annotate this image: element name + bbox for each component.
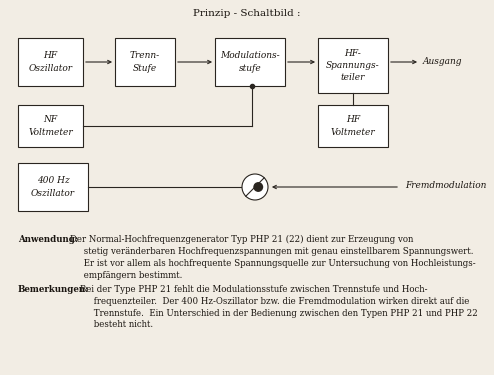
- Text: 400 Hz
Oszillator: 400 Hz Oszillator: [31, 176, 75, 198]
- Text: Anwendung:: Anwendung:: [18, 235, 78, 244]
- Text: HF
Voltmeter: HF Voltmeter: [330, 115, 375, 137]
- Bar: [318, 38, 388, 93]
- Bar: [18, 38, 83, 86]
- Text: Bemerkungen:: Bemerkungen:: [18, 285, 89, 294]
- Text: Trenn-
Stufe: Trenn- Stufe: [130, 51, 160, 73]
- Text: Modulations-
stufe: Modulations- stufe: [220, 51, 280, 73]
- Circle shape: [242, 174, 268, 200]
- Bar: [18, 163, 88, 211]
- Text: HF
Oszillator: HF Oszillator: [29, 51, 73, 73]
- Text: NF
Voltmeter: NF Voltmeter: [28, 115, 73, 137]
- Bar: [318, 105, 388, 147]
- Bar: [18, 105, 83, 147]
- Circle shape: [253, 182, 263, 192]
- Bar: [115, 38, 175, 86]
- Text: Fremdmodulation: Fremdmodulation: [405, 182, 487, 190]
- Text: Prinzip - Schaltbild :: Prinzip - Schaltbild :: [193, 9, 301, 18]
- Text: Der Normal-Hochfrequenzgenerator Typ PHP 21 (22) dient zur Erzeugung von
     st: Der Normal-Hochfrequenzgenerator Typ PHP…: [70, 235, 476, 279]
- Text: Ausgang: Ausgang: [423, 57, 462, 66]
- Text: HF-
Spannungs-
teiler: HF- Spannungs- teiler: [326, 48, 380, 82]
- Bar: [215, 38, 285, 86]
- Text: Bei der Type PHP 21 fehlt die Modulationsstufe zwischen Trennstufe und Hoch-
   : Bei der Type PHP 21 fehlt die Modulation…: [80, 285, 478, 329]
